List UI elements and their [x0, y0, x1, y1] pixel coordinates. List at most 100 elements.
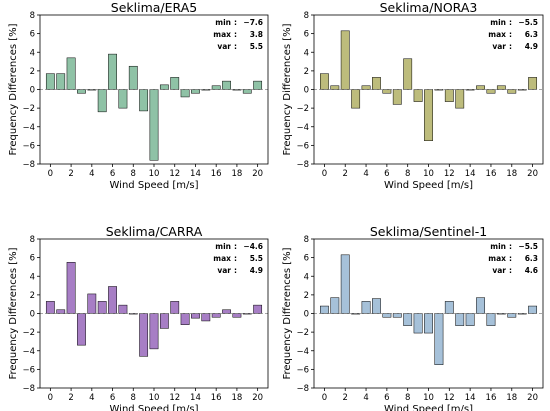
- stat-label: min: [215, 242, 231, 251]
- bar: [476, 297, 485, 314]
- stat-value: 3.8: [250, 30, 263, 39]
- bar: [413, 89, 423, 102]
- stat-value: 4.6: [525, 266, 538, 275]
- bar: [486, 313, 496, 326]
- bar: [66, 57, 76, 90]
- stat-label: min: [490, 242, 506, 251]
- y-tick-label: −8: [22, 160, 35, 170]
- y-tick-label: 2: [30, 291, 35, 301]
- y-tick-label: −4: [22, 123, 35, 133]
- y-tick-label: 0: [304, 86, 309, 96]
- bar: [56, 73, 66, 90]
- bar: [170, 77, 180, 90]
- y-tick-label: −6: [22, 141, 35, 151]
- bar: [382, 313, 392, 318]
- bar: [361, 85, 371, 90]
- x-tick-label: 2: [343, 393, 348, 403]
- subplot-3: −8 −6 −4 −2 0 2 4 6 8 0 2 4 6 8 10 12 14 16 18 20 Seklima/CA…: [8, 224, 269, 411]
- x-tick-label: 0: [322, 169, 327, 179]
- y-tick-label: −4: [296, 347, 309, 357]
- subplot-4: −8 −6 −4 −2 0 2 4 6 8 0 2 4 6 8 10 12 14 16 18 20 Seklima/Se…: [282, 224, 544, 411]
- y-tick-label: 8: [30, 11, 35, 21]
- stat-value: 4.9: [525, 42, 538, 51]
- y-tick-label: −2: [22, 104, 35, 114]
- bar: [403, 58, 413, 90]
- bar: [444, 89, 454, 102]
- bar: [242, 89, 252, 94]
- y-tick-label: 4: [30, 48, 35, 58]
- chart-title: Seklima/NORA3: [380, 0, 478, 15]
- bar: [320, 305, 329, 314]
- bar: [330, 297, 340, 314]
- x-tick-label: 16: [211, 393, 222, 403]
- bar: [222, 80, 231, 90]
- stat-colon: :: [234, 254, 237, 263]
- x-tick-label: 18: [231, 393, 242, 403]
- y-tick-label: −6: [296, 365, 309, 375]
- bar: [222, 309, 231, 314]
- stat-value: 5.5: [250, 42, 263, 51]
- stat-colon: :: [234, 18, 237, 27]
- x-tick-label: 0: [322, 393, 327, 403]
- bar: [424, 89, 433, 141]
- bar: [444, 301, 454, 314]
- stat-colon: :: [509, 42, 512, 51]
- x-tick-label: 12: [169, 169, 180, 179]
- bar: [455, 89, 465, 109]
- bar: [361, 301, 371, 314]
- stat-label: var: [492, 266, 506, 275]
- subplot-2: −8 −6 −4 −2 0 2 4 6 8 0 2 4 6 8 10 12 14 16 18 20 Seklima/NO…: [282, 0, 544, 191]
- x-axis-label: Wind Speed [m/s]: [110, 180, 199, 191]
- bar: [330, 85, 340, 90]
- bar: [201, 313, 211, 322]
- bar: [159, 313, 169, 329]
- bar: [320, 73, 329, 90]
- bar: [465, 313, 475, 326]
- bar: [149, 89, 159, 161]
- y-axis-label: Frequency Differences [%]: [8, 247, 19, 379]
- x-tick-label: 16: [486, 169, 497, 179]
- bar: [434, 313, 444, 365]
- x-tick-label: 6: [384, 393, 389, 403]
- stat-colon: :: [509, 30, 512, 39]
- x-tick-label: 8: [131, 393, 136, 403]
- bar: [159, 84, 169, 90]
- bar: [413, 313, 423, 334]
- stat-value: −7.6: [243, 18, 263, 27]
- y-axis-label: Frequency Differences [%]: [282, 247, 293, 379]
- bar: [191, 313, 200, 319]
- bar: [253, 304, 263, 314]
- x-tick-label: 0: [48, 393, 53, 403]
- bar: [149, 313, 159, 350]
- stat-value: 6.3: [525, 30, 538, 39]
- stat-label: min: [215, 18, 231, 27]
- stat-value: 4.9: [250, 266, 263, 275]
- bar: [528, 77, 538, 90]
- bar: [77, 89, 86, 94]
- bar: [528, 305, 538, 314]
- x-axis-label: Wind Speed [m/s]: [384, 180, 473, 191]
- y-tick-label: −2: [296, 328, 309, 338]
- x-tick-label: 6: [384, 169, 389, 179]
- stat-value: 5.5: [250, 254, 263, 263]
- stat-colon: :: [509, 18, 512, 27]
- stat-value: 6.3: [525, 254, 538, 263]
- stat-label: max: [213, 30, 231, 39]
- y-tick-label: −4: [296, 123, 309, 133]
- y-tick-label: 4: [304, 272, 309, 282]
- x-tick-label: 12: [444, 169, 455, 179]
- bar: [170, 301, 180, 314]
- bar: [118, 304, 128, 314]
- x-tick-label: 18: [231, 169, 242, 179]
- stat-label: min: [490, 18, 506, 27]
- bar: [211, 313, 221, 318]
- x-tick-label: 12: [169, 393, 180, 403]
- x-tick-label: 10: [149, 393, 160, 403]
- stat-label: var: [492, 42, 506, 51]
- y-tick-label: −4: [22, 347, 35, 357]
- y-tick-label: −2: [22, 328, 35, 338]
- bar: [372, 298, 381, 314]
- y-tick-label: 2: [304, 291, 309, 301]
- x-tick-label: 8: [405, 169, 410, 179]
- bar: [66, 262, 76, 314]
